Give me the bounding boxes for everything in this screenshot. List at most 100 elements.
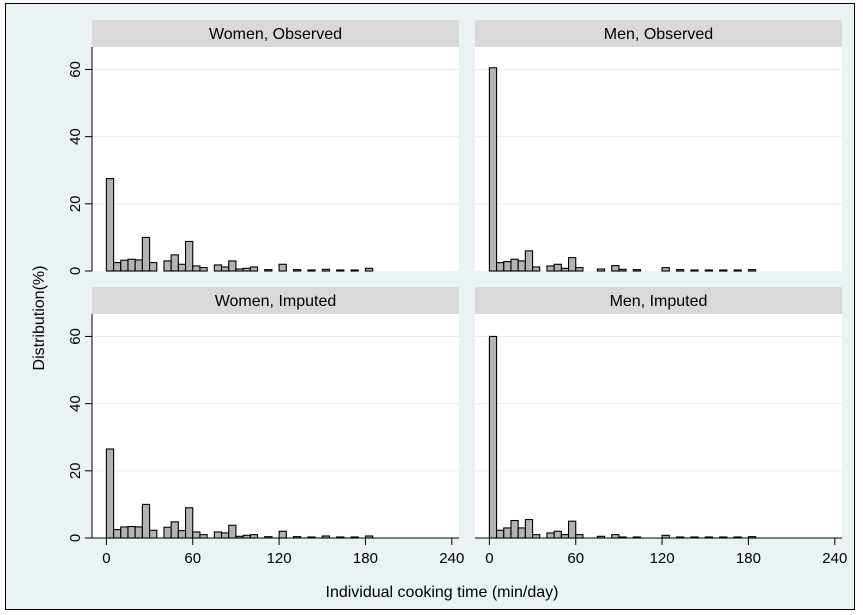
histogram-bar (532, 266, 541, 272)
histogram-bar (307, 269, 316, 272)
histogram-bar (719, 269, 728, 272)
panel-strip (475, 20, 842, 47)
histogram-bar (560, 267, 570, 272)
histogram-bar (336, 269, 345, 272)
x-tick-label: 120 (650, 550, 675, 567)
panel-title: Women, Observed (209, 26, 342, 43)
histogram-bar (220, 532, 230, 539)
histogram-bar (524, 250, 534, 272)
histogram-bar (632, 269, 642, 272)
histogram-bar (120, 259, 129, 272)
histogram-bar (228, 524, 237, 539)
panel-strip (92, 287, 459, 314)
panel-title: Men, Imputed (610, 293, 708, 310)
histogram-bar (170, 521, 179, 539)
x-tick-label: 180 (353, 550, 378, 567)
histogram-bar (134, 526, 143, 539)
histogram-bar (213, 531, 223, 539)
x-tick-label: 180 (736, 550, 761, 567)
histogram-bar (134, 259, 143, 272)
histogram-bar (611, 265, 620, 272)
y-axis-label: Distribution(%) (31, 266, 48, 371)
panel-plot-area (92, 47, 459, 271)
histogram-bar (199, 534, 208, 539)
panel-strip (475, 287, 842, 314)
histogram-bar (546, 532, 555, 539)
histogram-bar (560, 534, 570, 539)
panel-title: Women, Imputed (215, 293, 337, 310)
histogram-bar (163, 526, 172, 539)
histogram-bar (278, 263, 287, 272)
histogram-bar (567, 257, 577, 272)
x-axis-label: Individual cooking time (min/day) (326, 584, 559, 601)
histogram-bar (575, 267, 584, 272)
histogram-bar (488, 67, 498, 272)
histogram-bar (364, 267, 374, 272)
histogram-bar (611, 534, 620, 539)
histogram-bar (567, 520, 577, 539)
y-tick-label: 60 (67, 61, 84, 78)
histogram-bar (503, 261, 512, 272)
histogram-bar (488, 335, 498, 539)
histogram-bar (170, 254, 179, 272)
x-tick-label: 60 (567, 550, 584, 567)
x-tick-label: 240 (822, 550, 847, 567)
x-tick-label: 60 (184, 550, 201, 567)
histogram-bar (242, 267, 251, 272)
histogram-bar (127, 258, 136, 272)
histogram-bar (553, 263, 562, 272)
y-tick-label: 20 (67, 462, 84, 479)
histogram-bar (596, 268, 606, 272)
y-tick-label: 40 (67, 395, 84, 412)
histogram-bar (177, 263, 187, 272)
histogram-bar (149, 262, 158, 272)
histogram-bar (496, 262, 505, 272)
histogram-bar (690, 269, 699, 272)
y-tick-label: 20 (67, 195, 84, 212)
panel-strip (92, 20, 459, 47)
x-tick-label: 120 (267, 550, 292, 567)
histogram-bar (163, 260, 172, 272)
y-tick-label: 60 (67, 328, 84, 345)
histogram-bar (510, 519, 519, 539)
y-tick-label: 0 (67, 534, 84, 542)
histogram-bar (149, 529, 158, 539)
y-tick-label: 0 (67, 267, 84, 275)
x-tick-label: 0 (102, 550, 110, 567)
panel-plot-area (92, 314, 459, 538)
y-tick-label: 40 (67, 128, 84, 145)
histogram-bar (141, 503, 151, 539)
histogram-bar (220, 266, 230, 272)
histogram-bar (264, 269, 273, 272)
histogram-bar (235, 268, 244, 272)
histogram-bar (278, 530, 287, 539)
histogram-bar (192, 531, 201, 539)
histogram-bar (228, 260, 237, 272)
x-tick-label: 0 (485, 550, 493, 567)
histogram-bar (704, 269, 714, 272)
histogram-bar (553, 530, 562, 539)
histogram-bar (618, 268, 627, 272)
histogram-bar (249, 534, 259, 539)
histogram-bar (661, 267, 670, 272)
histogram-bar (524, 518, 534, 539)
histogram-bar (675, 269, 685, 272)
histogram-bar (120, 526, 129, 539)
histogram-bar (292, 269, 302, 272)
histogram-bar (517, 260, 526, 272)
histogram-bar (575, 534, 584, 539)
panel-plot-area (475, 314, 842, 538)
histogram-bar (517, 527, 526, 539)
histogram-bar (184, 507, 194, 539)
panel-plot-area (475, 47, 842, 271)
histogram-bar (503, 527, 512, 539)
histogram-bar (747, 269, 757, 272)
histogram-bar (113, 262, 122, 272)
histogram-bar (249, 266, 259, 272)
histogram-bar (105, 178, 115, 272)
histogram-bar (510, 258, 519, 272)
histogram-bar (184, 240, 194, 272)
histogram-bar (496, 529, 505, 539)
